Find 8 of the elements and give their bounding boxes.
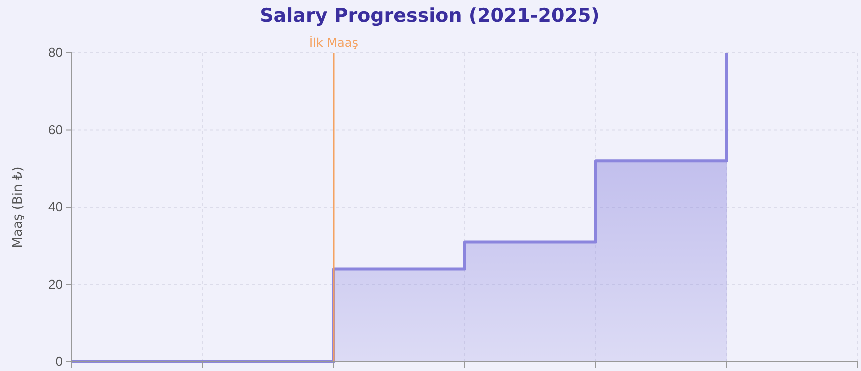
y-tick-label: 40 <box>48 200 63 215</box>
y-tick-label: 0 <box>56 354 63 370</box>
y-axis-title: Maaş (Bin ₺) <box>11 166 26 248</box>
chart-title: Salary Progression (2021-2025) <box>260 5 600 27</box>
y-tick-label: 20 <box>48 276 63 292</box>
y-tick-label: 60 <box>48 122 63 138</box>
y-tick-label: 80 <box>48 45 63 60</box>
text: İlk Maaş <box>310 36 358 50</box>
